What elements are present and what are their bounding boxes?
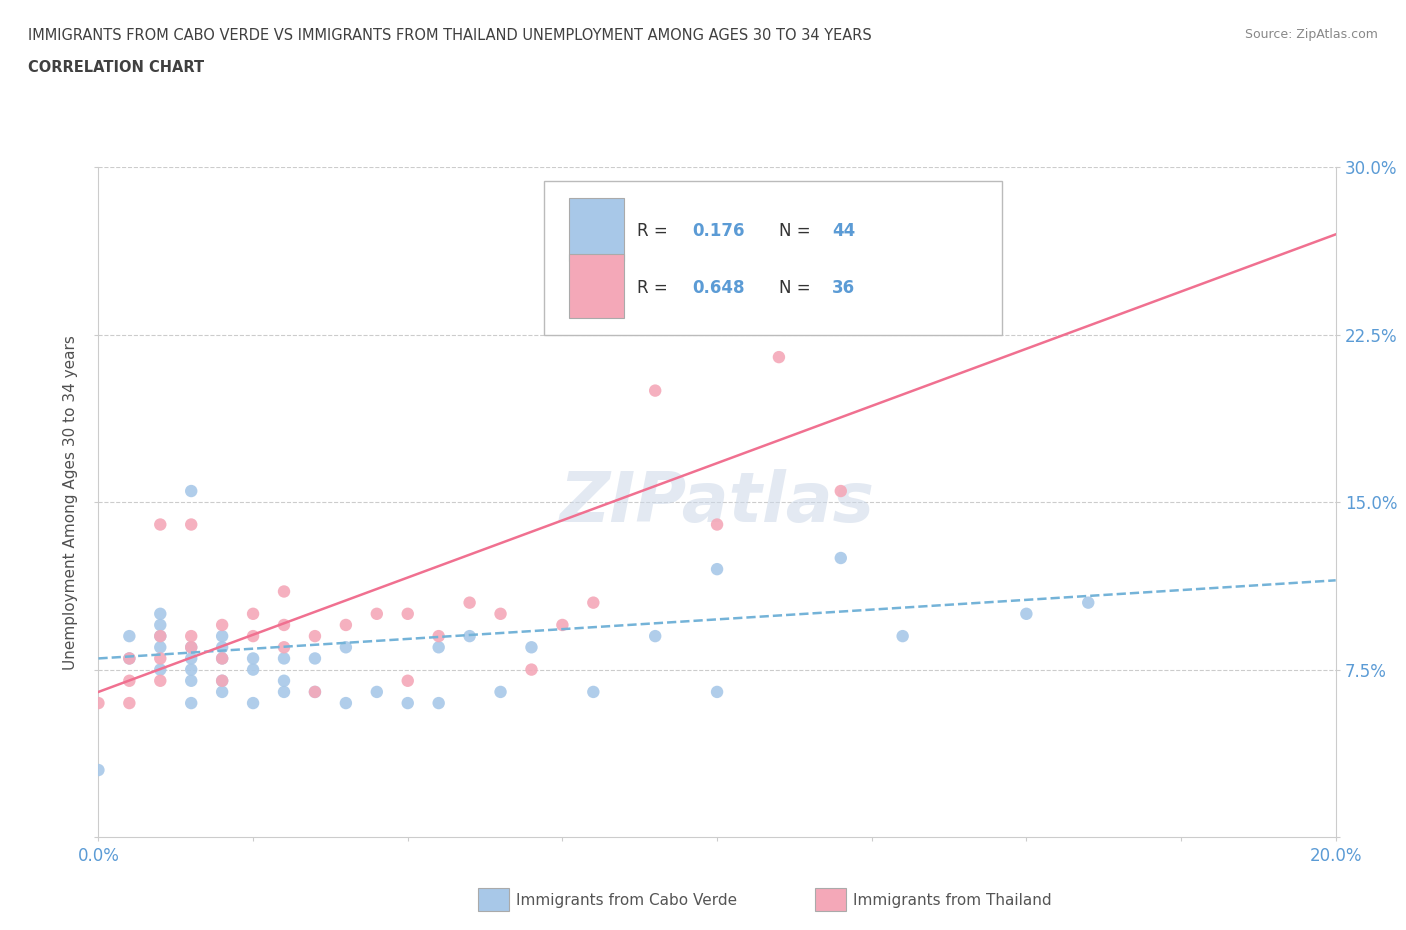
Point (149, 606, 172, 621)
Point (427, 696, 450, 711)
Point (706, 684, 728, 699)
Point (335, 618, 357, 632)
Point (427, 629, 450, 644)
Point (149, 517, 172, 532)
Point (149, 629, 172, 644)
Point (304, 629, 326, 644)
Point (366, 606, 388, 621)
Text: CORRELATION CHART: CORRELATION CHART (28, 60, 204, 75)
Text: N =: N = (779, 222, 815, 240)
Point (520, 662, 543, 677)
Point (118, 673, 141, 688)
Text: N =: N = (779, 279, 815, 297)
Point (149, 651, 172, 666)
Point (180, 662, 202, 677)
Point (149, 629, 172, 644)
Point (211, 651, 233, 666)
Text: Immigrants from Cabo Verde: Immigrants from Cabo Verde (516, 893, 737, 908)
Point (273, 684, 295, 699)
Point (273, 618, 295, 632)
Point (211, 651, 233, 666)
Point (953, 294, 976, 309)
Point (118, 629, 141, 644)
FancyBboxPatch shape (544, 180, 1001, 335)
Text: 0.648: 0.648 (692, 279, 745, 297)
Point (118, 651, 141, 666)
Point (891, 629, 914, 644)
FancyBboxPatch shape (568, 197, 624, 261)
Point (242, 629, 264, 644)
Point (489, 684, 512, 699)
Point (180, 640, 202, 655)
Point (551, 618, 574, 632)
Point (180, 673, 202, 688)
Point (768, 350, 790, 365)
Point (1015, 606, 1038, 621)
Text: 44: 44 (832, 222, 855, 240)
Point (242, 606, 264, 621)
Point (396, 606, 419, 621)
Point (180, 629, 202, 644)
Point (458, 595, 481, 610)
Point (242, 696, 264, 711)
Point (396, 673, 419, 688)
Point (211, 673, 233, 688)
Text: 36: 36 (832, 279, 855, 297)
Point (706, 517, 728, 532)
Point (242, 662, 264, 677)
Point (149, 640, 172, 655)
Point (304, 684, 326, 699)
Point (304, 684, 326, 699)
Point (273, 651, 295, 666)
Point (273, 640, 295, 655)
Point (489, 606, 512, 621)
Point (87, 696, 110, 711)
Point (149, 618, 172, 632)
Text: IMMIGRANTS FROM CABO VERDE VS IMMIGRANTS FROM THAILAND UNEMPLOYMENT AMONG AGES 3: IMMIGRANTS FROM CABO VERDE VS IMMIGRANTS… (28, 28, 872, 43)
Point (149, 673, 172, 688)
Y-axis label: Unemployment Among Ages 30 to 34 years: Unemployment Among Ages 30 to 34 years (63, 335, 77, 670)
Point (396, 696, 419, 711)
Point (87, 763, 110, 777)
Point (211, 673, 233, 688)
Point (211, 629, 233, 644)
Point (180, 640, 202, 655)
Point (118, 696, 141, 711)
Point (830, 551, 852, 565)
Point (335, 696, 357, 711)
Point (304, 651, 326, 666)
FancyBboxPatch shape (568, 255, 624, 318)
Point (644, 629, 666, 644)
Point (118, 651, 141, 666)
Text: R =: R = (637, 222, 672, 240)
Point (1077, 595, 1099, 610)
Point (830, 484, 852, 498)
Point (582, 684, 605, 699)
Text: Source: ZipAtlas.com: Source: ZipAtlas.com (1244, 28, 1378, 41)
Point (273, 673, 295, 688)
Point (149, 662, 172, 677)
Point (180, 696, 202, 711)
Point (427, 640, 450, 655)
Text: ZIPatlas: ZIPatlas (560, 469, 875, 536)
Point (273, 584, 295, 599)
Point (180, 651, 202, 666)
Text: 0.176: 0.176 (692, 222, 745, 240)
Point (366, 684, 388, 699)
Point (706, 562, 728, 577)
Point (211, 684, 233, 699)
Text: Immigrants from Thailand: Immigrants from Thailand (853, 893, 1052, 908)
Point (211, 640, 233, 655)
Point (180, 517, 202, 532)
Point (211, 618, 233, 632)
Point (458, 629, 481, 644)
Point (335, 640, 357, 655)
Point (644, 383, 666, 398)
Point (242, 651, 264, 666)
Point (520, 640, 543, 655)
Point (180, 484, 202, 498)
Point (582, 595, 605, 610)
Text: R =: R = (637, 279, 672, 297)
